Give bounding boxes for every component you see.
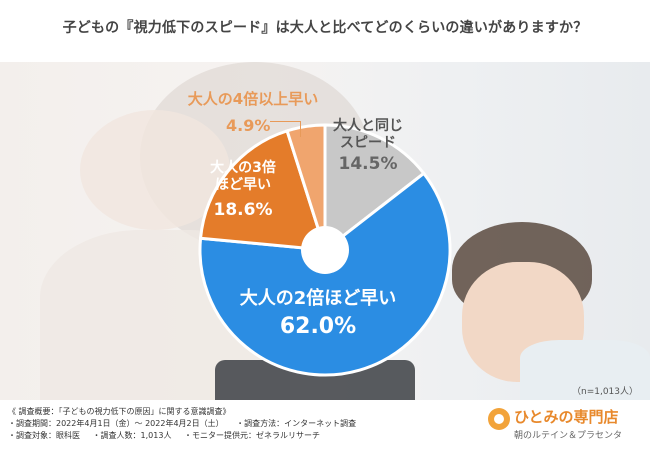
- pie-slice-1: [323, 123, 426, 254]
- chart-title: 子どもの『視力低下のスピード』は大人と比べてどのくらいの違いがありますか？: [62, 20, 588, 36]
- leader-line-4x: [270, 121, 300, 122]
- label-same-speed: 大人と同じ スピード 14.5%: [318, 118, 418, 174]
- label-2x-percent: 62.0%: [279, 313, 357, 339]
- label-3x-percent: 18.6%: [213, 199, 273, 220]
- pie-slice-3: [198, 128, 328, 252]
- brand-subtitle: 朝のルテイン＆プラセンタ: [514, 431, 623, 441]
- pie-center-hole: [301, 226, 349, 274]
- label-4x-faster: 大人の4倍以上早い 4.9%: [168, 90, 338, 135]
- survey-period: ・調査期間：2022年4月1日（金）～ 2022年4月2日（土）: [8, 419, 224, 428]
- photo-child-body: [520, 340, 650, 400]
- label-4x-percent: 4.9%: [226, 116, 271, 135]
- title-bar: 子どもの『視力低下のスピード』は大人と比べてどのくらいの違いがありますか？: [0, 0, 650, 62]
- eye-logo-icon: [488, 408, 510, 430]
- label-same-line1: 大人と同じ: [333, 118, 403, 134]
- survey-count: ・調査人数：1,013人: [92, 431, 172, 440]
- label-4x-name: 大人の4倍以上早い: [187, 90, 319, 108]
- leader-line-4x-vertical: [300, 121, 301, 137]
- label-same-percent: 14.5%: [338, 153, 398, 174]
- pie-slice-4: [285, 123, 327, 251]
- survey-overview: 《 調査概要：「子どもの視力低下の原因」に関する意識調査》 ・調査期間：2022…: [8, 406, 366, 442]
- label-2x-name: 大人の2倍ほど早い: [239, 288, 397, 309]
- survey-overview-title: 《 調査概要：「子どもの視力低下の原因」に関する意識調査》: [8, 407, 231, 416]
- label-3x-faster: 大人の3倍 ほど早い 18.6%: [198, 160, 288, 220]
- label-same-line2: スピード: [340, 134, 396, 151]
- brand-logo: ひとみの専門店 朝のルテイン＆プラセンタ: [488, 404, 648, 446]
- label-2x-faster: 大人の2倍ほど早い 62.0%: [218, 288, 418, 340]
- survey-target: ・調査対象：眼科医: [8, 431, 80, 440]
- label-3x-line2: ほど早い: [215, 176, 271, 193]
- footer: [0, 400, 650, 450]
- survey-provider: ・モニター提供元：ゼネラルリサーチ: [184, 431, 320, 440]
- sample-size: （n=1,013人）: [571, 387, 638, 397]
- survey-row-1: ・調査期間：2022年4月1日（金）～ 2022年4月2日（土） ・調査方法：イ…: [8, 418, 366, 430]
- brand-name: ひとみの専門店: [514, 408, 619, 426]
- survey-row-2: ・調査対象：眼科医 ・調査人数：1,013人 ・モニター提供元：ゼネラルリサーチ: [8, 430, 366, 442]
- pie-slice-2: [198, 171, 452, 377]
- survey-method: ・調査方法：インターネット調査: [236, 419, 357, 428]
- label-3x-line1: 大人の3倍: [210, 160, 276, 176]
